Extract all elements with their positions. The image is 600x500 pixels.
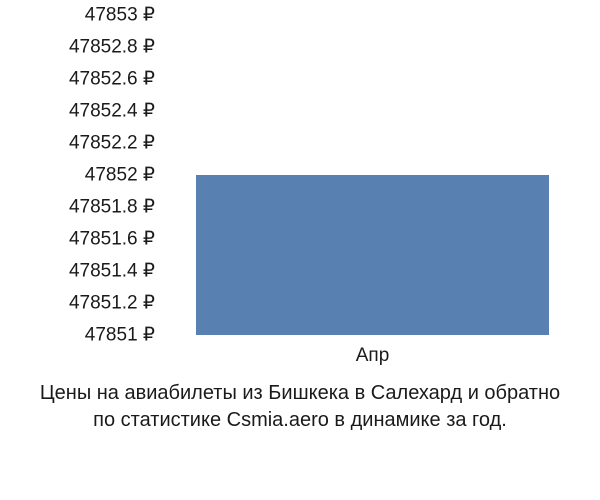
caption-line: Цены на авиабилеты из Бишкека в Салехард… [0, 380, 600, 407]
y-tick: 47851.4 ₽ [69, 260, 155, 283]
y-tick: 47852.4 ₽ [69, 100, 155, 123]
y-tick: 47852.8 ₽ [69, 36, 155, 59]
y-axis: 47853 ₽ 47852.8 ₽ 47852.6 ₽ 47852.4 ₽ 47… [20, 15, 155, 335]
y-tick: 47851.2 ₽ [69, 292, 155, 315]
y-tick: 47852.6 ₽ [69, 68, 155, 91]
caption-line: по статистике Csmia.aero в динамике за г… [0, 407, 600, 434]
y-tick: 47851.6 ₽ [69, 228, 155, 251]
y-tick: 47851.8 ₽ [69, 196, 155, 219]
bar [196, 175, 549, 335]
y-tick: 47852.2 ₽ [69, 132, 155, 155]
price-chart: 47853 ₽ 47852.8 ₽ 47852.6 ₽ 47852.4 ₽ 47… [20, 15, 580, 335]
x-tick-label: Апр [356, 345, 390, 367]
y-tick: 47853 ₽ [85, 4, 155, 27]
chart-caption: Цены на авиабилеты из Бишкека в Салехард… [0, 380, 600, 434]
plot-area: Апр [165, 15, 580, 335]
y-tick: 47851 ₽ [85, 324, 155, 347]
y-tick: 47852 ₽ [85, 164, 155, 187]
